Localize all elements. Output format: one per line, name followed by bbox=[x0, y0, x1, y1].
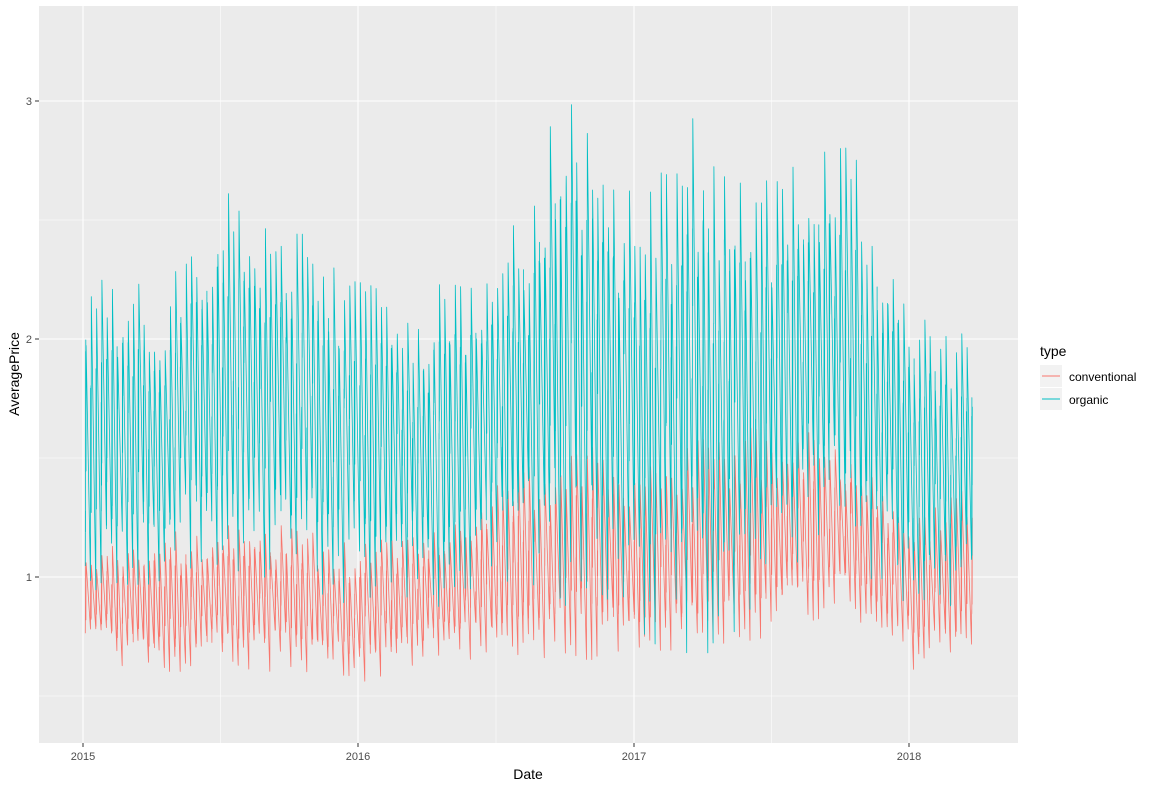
series-line-conventional bbox=[84, 427, 973, 682]
x-tick-label: 2015 bbox=[71, 751, 95, 763]
series-line-organic bbox=[84, 104, 973, 654]
series-layer bbox=[84, 104, 973, 682]
y-tick-label: 2 bbox=[26, 334, 32, 346]
y-tick-label: 1 bbox=[26, 572, 32, 584]
x-tick-label: 2017 bbox=[622, 751, 646, 763]
legend-label-organic: organic bbox=[1069, 393, 1108, 407]
tick-labels: 2015 2016 2017 2018 1 2 3 bbox=[26, 96, 921, 763]
legend-label-conventional: conventional bbox=[1069, 370, 1136, 384]
axis-ticks bbox=[35, 100, 910, 747]
x-tick-label: 2018 bbox=[897, 751, 921, 763]
legend: type conventional organic bbox=[1040, 343, 1136, 410]
x-axis-title: Date bbox=[513, 766, 543, 782]
x-tick-label: 2016 bbox=[346, 751, 370, 763]
legend-title: type bbox=[1040, 343, 1067, 359]
y-axis-title: AveragePrice bbox=[6, 332, 22, 416]
y-tick-label: 3 bbox=[26, 96, 32, 108]
